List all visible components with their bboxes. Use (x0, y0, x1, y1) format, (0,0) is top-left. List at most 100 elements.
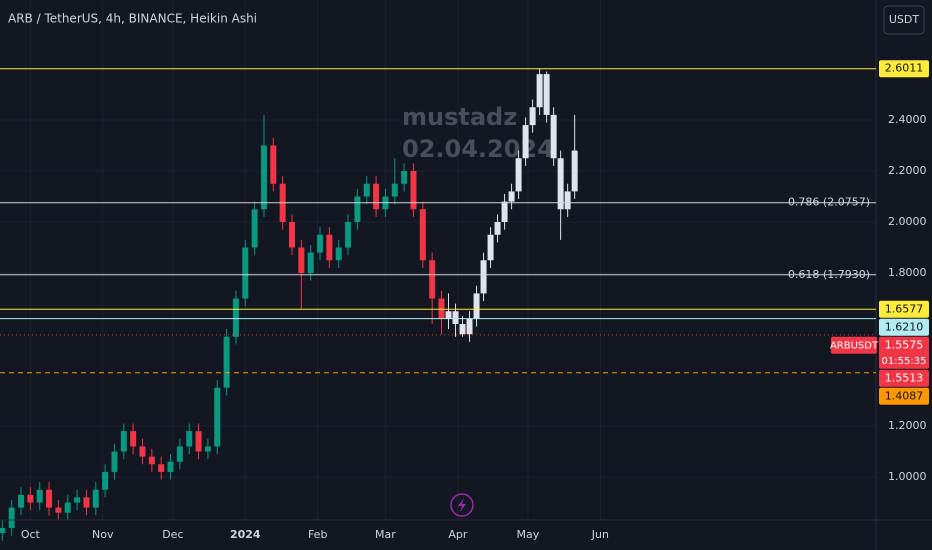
candle-body (571, 150, 578, 192)
axis-label-box (879, 300, 929, 318)
x-tick-label: Oct (21, 528, 41, 541)
candle-body (543, 74, 550, 115)
y-tick-label: 2.0000 (888, 215, 927, 228)
candle-body (466, 318, 473, 335)
axis-label-box (879, 369, 929, 387)
candle-body (223, 336, 230, 388)
candle-body (214, 387, 221, 447)
symbol-tag (831, 336, 877, 354)
candle-body (307, 252, 314, 274)
candle-body (445, 311, 452, 319)
candle-body (345, 222, 352, 248)
axis-label: 1.6210 (885, 320, 924, 333)
candle-body (522, 125, 529, 159)
header-title: ARB / TetherUS, 4h, BINANCE, Heikin Ashi (8, 12, 257, 26)
candle-body (8, 507, 15, 529)
candle-body (373, 183, 380, 210)
candle-body (452, 311, 459, 325)
candle-body (120, 431, 127, 452)
axis-label-box (879, 387, 929, 405)
candle-body (557, 158, 564, 210)
candle-body (139, 446, 146, 457)
y-tick-label: 2.4000 (888, 113, 927, 126)
candle-body (363, 183, 370, 197)
candle-body (204, 446, 211, 452)
axis-label-box (879, 60, 929, 78)
candle-body (186, 431, 193, 447)
currency-button[interactable] (883, 5, 925, 35)
x-tick-label: Mar (375, 528, 396, 541)
candle-body (529, 107, 536, 126)
x-tick-label: 2024 (230, 528, 261, 541)
candle-body (195, 431, 202, 452)
x-tick-label: Dec (162, 528, 183, 541)
countdown: 01:55:35 (882, 356, 927, 367)
x-tick-label: Jun (591, 528, 609, 541)
candle-body (167, 461, 174, 472)
candle-body (130, 431, 137, 447)
candle-body (536, 74, 543, 108)
axis-label: 2.6011 (885, 62, 924, 75)
candle-body (298, 247, 305, 274)
candle-body (564, 191, 571, 210)
candle-body (508, 191, 515, 202)
candle-body (36, 489, 43, 503)
y-tick-label: 1.0000 (888, 470, 927, 483)
axis-label-box (879, 336, 929, 369)
candle-body (317, 234, 324, 253)
candle-body (289, 222, 295, 248)
axis-label-box (879, 318, 929, 336)
candle-body (270, 145, 277, 184)
axis-label: 1.5575 (885, 338, 924, 351)
candle-body (326, 234, 333, 261)
candle-body (335, 247, 342, 261)
candle-body (501, 201, 508, 223)
watermark: 02.04.2024 (402, 135, 554, 163)
candle-body (515, 158, 522, 192)
candle-body (176, 446, 183, 462)
candle-body (494, 222, 501, 235)
candle-body (550, 114, 557, 159)
candle-body (401, 171, 408, 184)
candle-body (27, 494, 34, 503)
candle-body (354, 196, 361, 223)
candle-body (18, 494, 25, 508)
candle-body (473, 293, 480, 319)
candle-body (46, 489, 53, 508)
y-tick-label: 2.2000 (888, 164, 927, 177)
candle-body (391, 183, 398, 197)
x-tick-label: Nov (92, 528, 114, 541)
x-tick-label: Apr (448, 528, 468, 541)
candle-body (64, 502, 71, 513)
candle-body (429, 260, 436, 299)
axis-label: 1.5513 (885, 371, 924, 384)
axis-label: 1.6577 (885, 302, 924, 315)
candle-body (55, 507, 62, 513)
candle-body (480, 260, 487, 294)
y-tick-label: 1.8000 (888, 266, 927, 279)
event-icon[interactable] (450, 493, 474, 517)
candle-body (158, 464, 165, 472)
candle-body (74, 497, 81, 503)
candle-body (419, 209, 426, 261)
candle-body (232, 298, 239, 337)
candle-body (242, 247, 249, 299)
y-tick-label: 1.2000 (888, 419, 927, 432)
candle-body (0, 528, 6, 534)
x-tick-label: Feb (308, 528, 327, 541)
level-label: 0.618 (1.7930) (788, 268, 870, 281)
candle-body (102, 471, 109, 490)
axis-label: 1.4087 (885, 389, 924, 402)
candle-body (92, 489, 99, 508)
candle-body (487, 234, 494, 261)
candle-body (410, 171, 417, 210)
x-tick-label: May (517, 528, 540, 541)
symbol-label: ARBUSDT (830, 340, 879, 351)
level-label: 0.786 (2.0757) (788, 196, 870, 209)
candle-body (111, 451, 118, 472)
candle-body (459, 324, 466, 335)
candle-body (148, 456, 155, 465)
currency-button-label[interactable]: USDT (889, 13, 920, 26)
